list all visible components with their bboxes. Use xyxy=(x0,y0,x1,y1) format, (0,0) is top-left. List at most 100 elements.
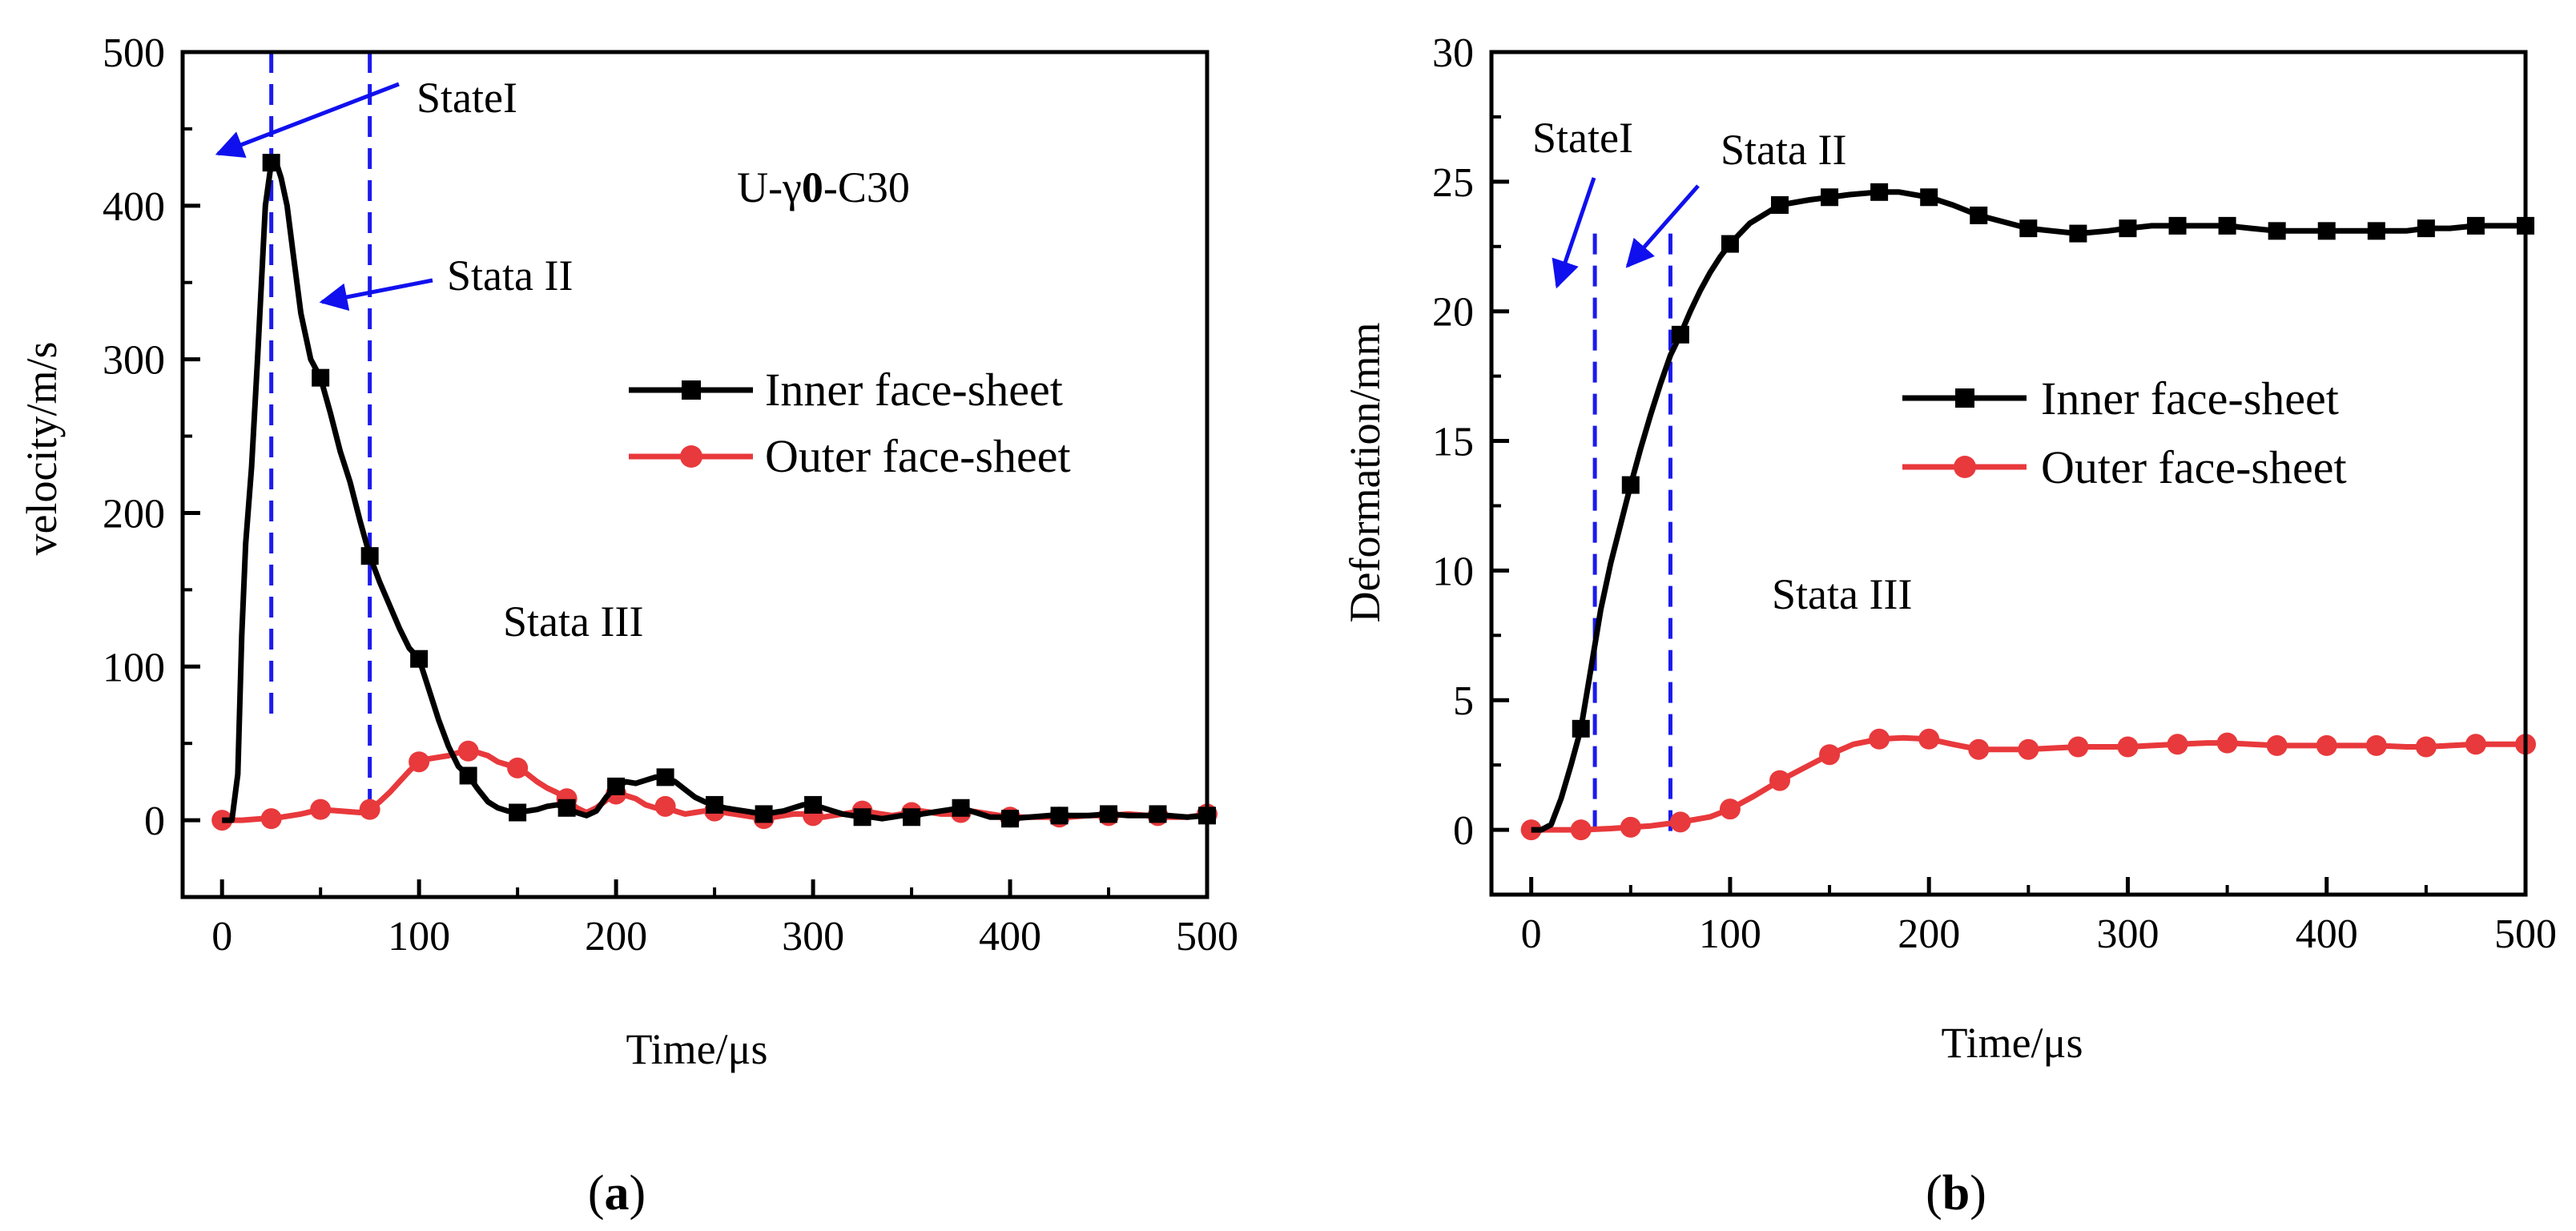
panel-a-point-outer xyxy=(507,757,529,778)
panel-a-point-inner xyxy=(557,799,576,817)
panel-b: 0 100 200 300 400 500 0 5 10 15 20 25 30 Time/μs De… xyxy=(1341,30,2557,1221)
legend-marker-outer xyxy=(680,445,702,468)
panel-b-point-inner xyxy=(1671,325,1689,344)
panel-b-point-outer xyxy=(1968,738,1990,760)
panel-b-point-inner xyxy=(2268,222,2286,240)
panel-a-arrow-state1 xyxy=(215,82,400,159)
panel-a-annotation-title: U-γ0-C30 xyxy=(737,163,910,211)
panel-b-point-inner xyxy=(1920,188,1938,207)
legend-marker-outer-b xyxy=(1954,456,1976,478)
legend-entry-inner-b: Inner face-sheet xyxy=(1902,372,2339,424)
panel-a-ytick-label: 300 xyxy=(103,338,165,384)
panel-b-xtick-label: 400 xyxy=(2296,911,2358,957)
panel-a-xtick-label: 500 xyxy=(1176,914,1238,959)
panel-b-frame xyxy=(1489,50,2528,897)
panel-b-point-inner xyxy=(1821,188,1839,207)
panel-b-legend: Inner face-sheet Outer face-sheet xyxy=(1902,372,2347,493)
legend-entry-outer: Outer face-sheet xyxy=(629,430,1071,482)
panel-b-xtick-label: 0 xyxy=(1521,911,1542,957)
panel-a-point-inner xyxy=(509,803,527,822)
panel-b-ytick-label: 25 xyxy=(1432,160,1474,206)
panel-b-ytick-label: 5 xyxy=(1453,678,1474,724)
panel-b-point-outer xyxy=(1620,816,1641,838)
panel-a-point-inner xyxy=(262,154,280,172)
panel-a-axes xyxy=(180,50,1210,899)
panel-b-point-outer xyxy=(2067,736,2089,758)
panel-b-vlines xyxy=(1592,233,1672,835)
legend-marker-inner xyxy=(682,380,701,400)
panel-b-annotation-state2: Stata II xyxy=(1721,126,1846,174)
panel-a-xtick-label: 0 xyxy=(211,914,232,959)
panel-a-point-inner xyxy=(410,650,429,668)
panel-b-point-outer xyxy=(1869,728,1890,750)
panel-a-arrow-state2 xyxy=(319,278,433,312)
panel-b-point-inner xyxy=(1721,235,1739,253)
panel-b-label-letter: b xyxy=(1942,1166,1970,1221)
panel-a-frame xyxy=(180,50,1210,899)
panel-b-xtick-label: 500 xyxy=(2494,911,2557,957)
panel-a-point-inner xyxy=(952,799,970,817)
panel-b-yticklabels: 0 5 10 15 20 25 30 xyxy=(1432,30,1474,854)
panel-b-ytick-label: 10 xyxy=(1432,549,1474,594)
panel-a-point-outer xyxy=(310,799,332,820)
panel-a-point-outer xyxy=(457,740,479,762)
panel-b-xlabel: Time/μs xyxy=(1941,1019,2083,1067)
panel-b-point-outer xyxy=(2316,734,2337,756)
panel-a-point-inner xyxy=(706,795,724,814)
panel-a-annotation-state1: StateI xyxy=(417,74,517,122)
panel-a-ylabel: velocity/m/s xyxy=(18,342,66,556)
panel-a-ytick-label: 500 xyxy=(103,30,165,76)
panel-a-label-letter: a xyxy=(605,1166,630,1221)
panel-a-xtick-label: 200 xyxy=(585,914,647,959)
panel-b-point-outer xyxy=(1520,819,1542,841)
panel-b-point-inner xyxy=(2367,222,2385,240)
panel-a-annotation-title-pre: U-γ xyxy=(737,163,802,211)
panel-b-point-inner xyxy=(1572,719,1590,738)
panel-b-point-inner xyxy=(1621,476,1640,494)
panel-b-point-outer xyxy=(2266,734,2288,756)
panel-b-point-outer xyxy=(1918,728,1940,750)
legend-label-inner: Inner face-sheet xyxy=(765,364,1063,416)
panel-b-annotation-state1: StateI xyxy=(1532,114,1633,162)
panel-b-point-inner xyxy=(2218,216,2236,235)
panel-b-point-inner xyxy=(1770,195,1789,214)
panel-b-annotation-state3: Stata III xyxy=(1772,570,1912,618)
panel-b-point-outer xyxy=(1669,811,1691,833)
panel-b-point-inner xyxy=(2466,216,2485,235)
panel-a-xticklabels: 0 100 200 300 400 500 xyxy=(211,914,1238,959)
panel-a-xtick-label: 400 xyxy=(979,914,1041,959)
panel-a-point-outer xyxy=(260,808,282,830)
panel-a-point-inner xyxy=(903,808,921,827)
panel-a-point-outer xyxy=(211,810,233,831)
panel-b-point-inner xyxy=(2168,216,2187,235)
panel-a-point-inner xyxy=(1001,810,1020,828)
panel-a-point-outer xyxy=(409,751,430,773)
panel-b-point-inner xyxy=(2417,219,2435,238)
panel-b-point-outer xyxy=(1769,770,1790,791)
panel-b-xticklabels: 0 100 200 300 400 500 xyxy=(1521,911,2557,957)
panel-b-point-outer xyxy=(2018,738,2039,760)
panel-b-xtick-label: 100 xyxy=(1699,911,1761,957)
legend-entry-inner: Inner face-sheet xyxy=(629,364,1063,416)
panel-a-point-inner xyxy=(312,368,330,387)
panel-b-point-inner xyxy=(1970,206,1988,224)
panel-a-ytick-label: 200 xyxy=(103,491,165,537)
panel-b-arrow-state2 xyxy=(1625,184,1700,268)
panel-b-point-inner xyxy=(2019,219,2038,238)
panel-a-legend: Inner face-sheet Outer face-sheet xyxy=(629,364,1071,482)
panel-a-point-inner xyxy=(1050,807,1069,825)
panel-b-point-outer xyxy=(2216,732,2238,754)
panel-a-point-inner xyxy=(853,808,871,827)
panel-b-series-line-outer xyxy=(1531,734,2526,833)
panel-b-axes xyxy=(1489,50,2528,897)
panel-a-ytick-label: 100 xyxy=(103,645,165,690)
panel-a-point-inner xyxy=(459,766,477,785)
panel-b-point-inner xyxy=(2119,219,2137,238)
panel-a-point-inner xyxy=(1100,805,1118,823)
panel-a-point-inner xyxy=(360,547,379,565)
panel-b-point-inner xyxy=(2317,222,2336,240)
panel-a-point-inner xyxy=(755,805,773,823)
panel-b-ytick-label: 0 xyxy=(1453,808,1474,854)
panel-a-point-inner xyxy=(804,795,823,814)
